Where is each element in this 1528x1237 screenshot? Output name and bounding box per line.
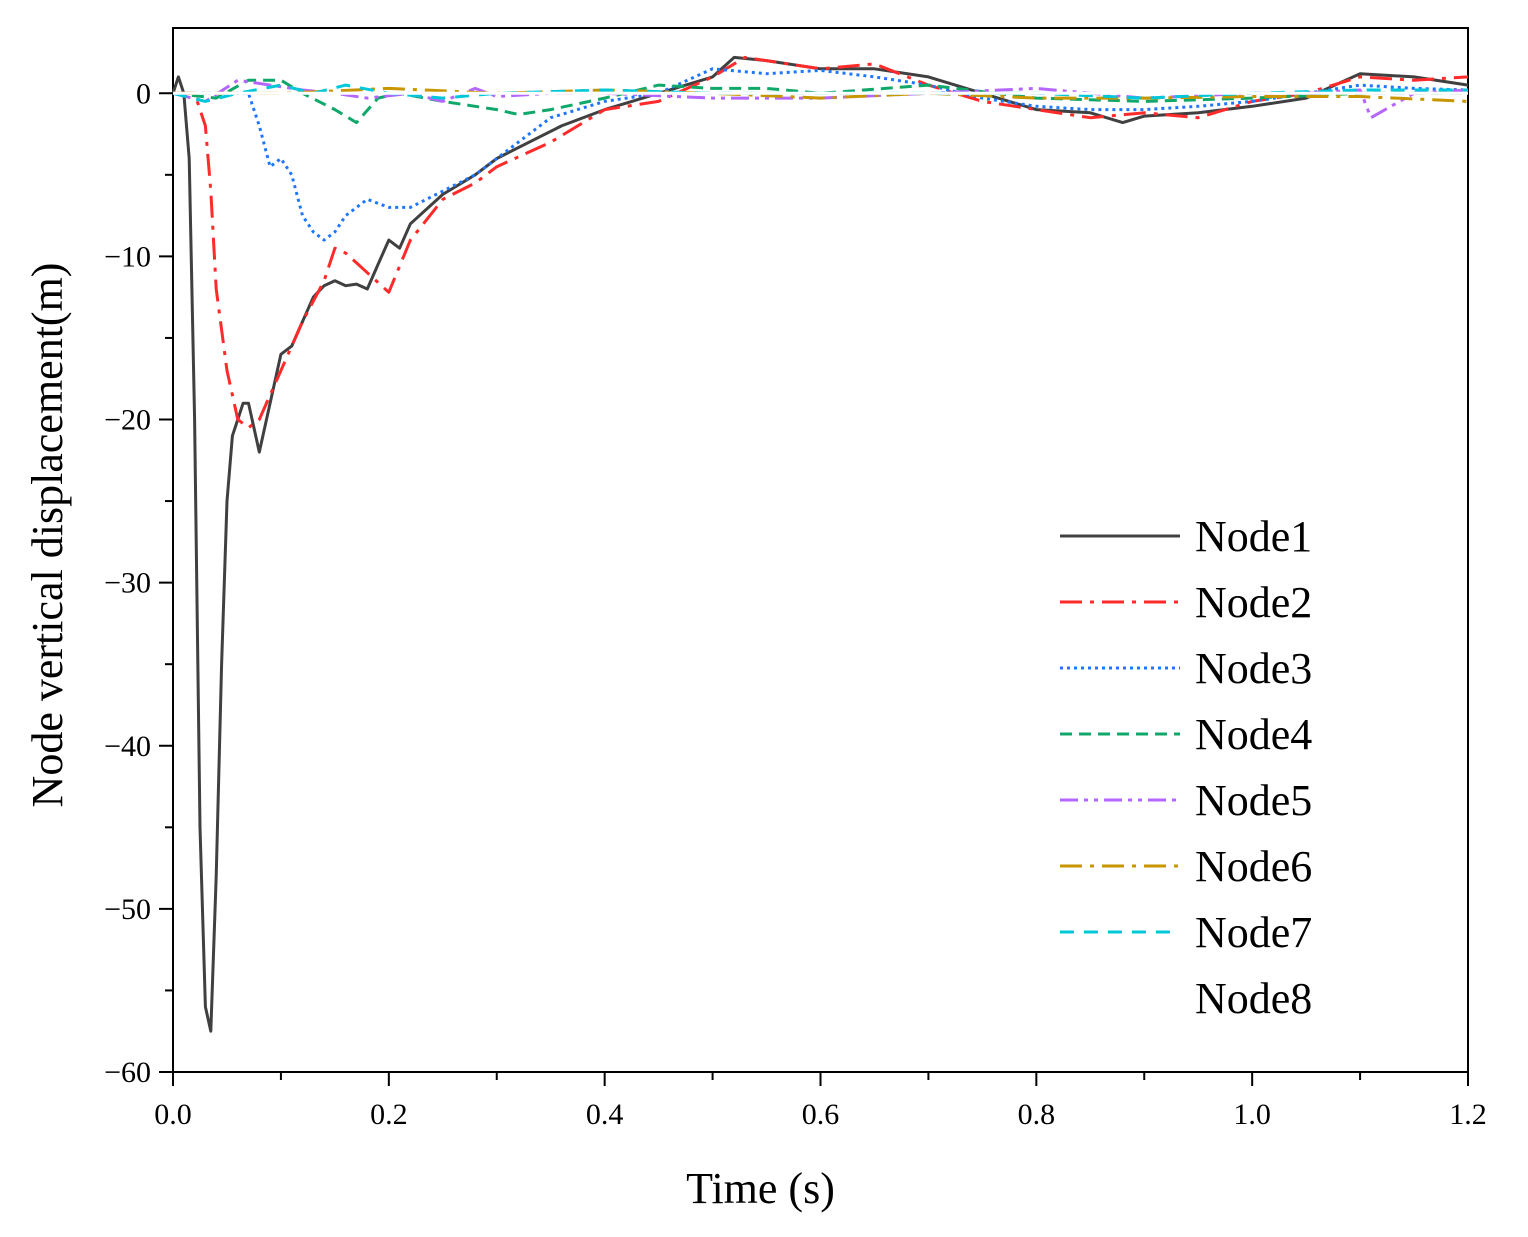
legend-label-node6: Node6 <box>1195 842 1312 891</box>
series-line-node4 <box>172 78 1468 125</box>
x-axis-title: Time (s) <box>686 1164 835 1213</box>
y-axis: 0 −10 −20 −30 −40 −50 −60 <box>104 77 173 1089</box>
x-axis: 0.0 0.2 0.4 0.6 0.8 1.0 1.2 <box>154 1072 1487 1131</box>
x-tick-label: 1.2 <box>1449 1098 1487 1131</box>
legend: Node1 Node2 Node3 Node4 Node5 Node6 Node7 Node8 <box>1060 512 1312 1023</box>
y-axis-title: Node vertical displacement(m) <box>23 263 72 808</box>
legend-label-node2: Node2 <box>1195 578 1312 627</box>
y-tick-label: −10 <box>104 240 151 273</box>
x-tick-label: 0.8 <box>1018 1098 1056 1131</box>
series-line-node2 <box>173 55 1469 430</box>
y-tick-label: −30 <box>104 567 151 600</box>
series-line-node3 <box>173 67 1469 242</box>
legend-label-node1: Node1 <box>1195 512 1312 561</box>
series-line-node7 <box>172 83 1468 103</box>
y-tick-label: −60 <box>104 1056 151 1089</box>
x-tick-label: 0.2 <box>370 1098 408 1131</box>
series-layer <box>171 55 1469 1033</box>
series-line-node6 <box>173 86 1469 103</box>
legend-label-node3: Node3 <box>1195 644 1312 693</box>
x-tick-label: 0.0 <box>154 1098 192 1131</box>
legend-label-node4: Node4 <box>1195 710 1312 759</box>
y-tick-label: −40 <box>104 730 151 763</box>
x-tick-label: 0.4 <box>586 1098 624 1131</box>
legend-label-node8: Node8 <box>1195 974 1312 1023</box>
legend-label-node5: Node5 <box>1195 776 1312 825</box>
x-tick-label: 0.6 <box>802 1098 840 1131</box>
legend-label-node7: Node7 <box>1195 908 1312 957</box>
y-tick-label: −50 <box>104 893 151 926</box>
x-tick-label: 1.0 <box>1233 1098 1271 1131</box>
y-tick-label: 0 <box>136 77 151 110</box>
y-tick-label: −20 <box>104 404 151 437</box>
